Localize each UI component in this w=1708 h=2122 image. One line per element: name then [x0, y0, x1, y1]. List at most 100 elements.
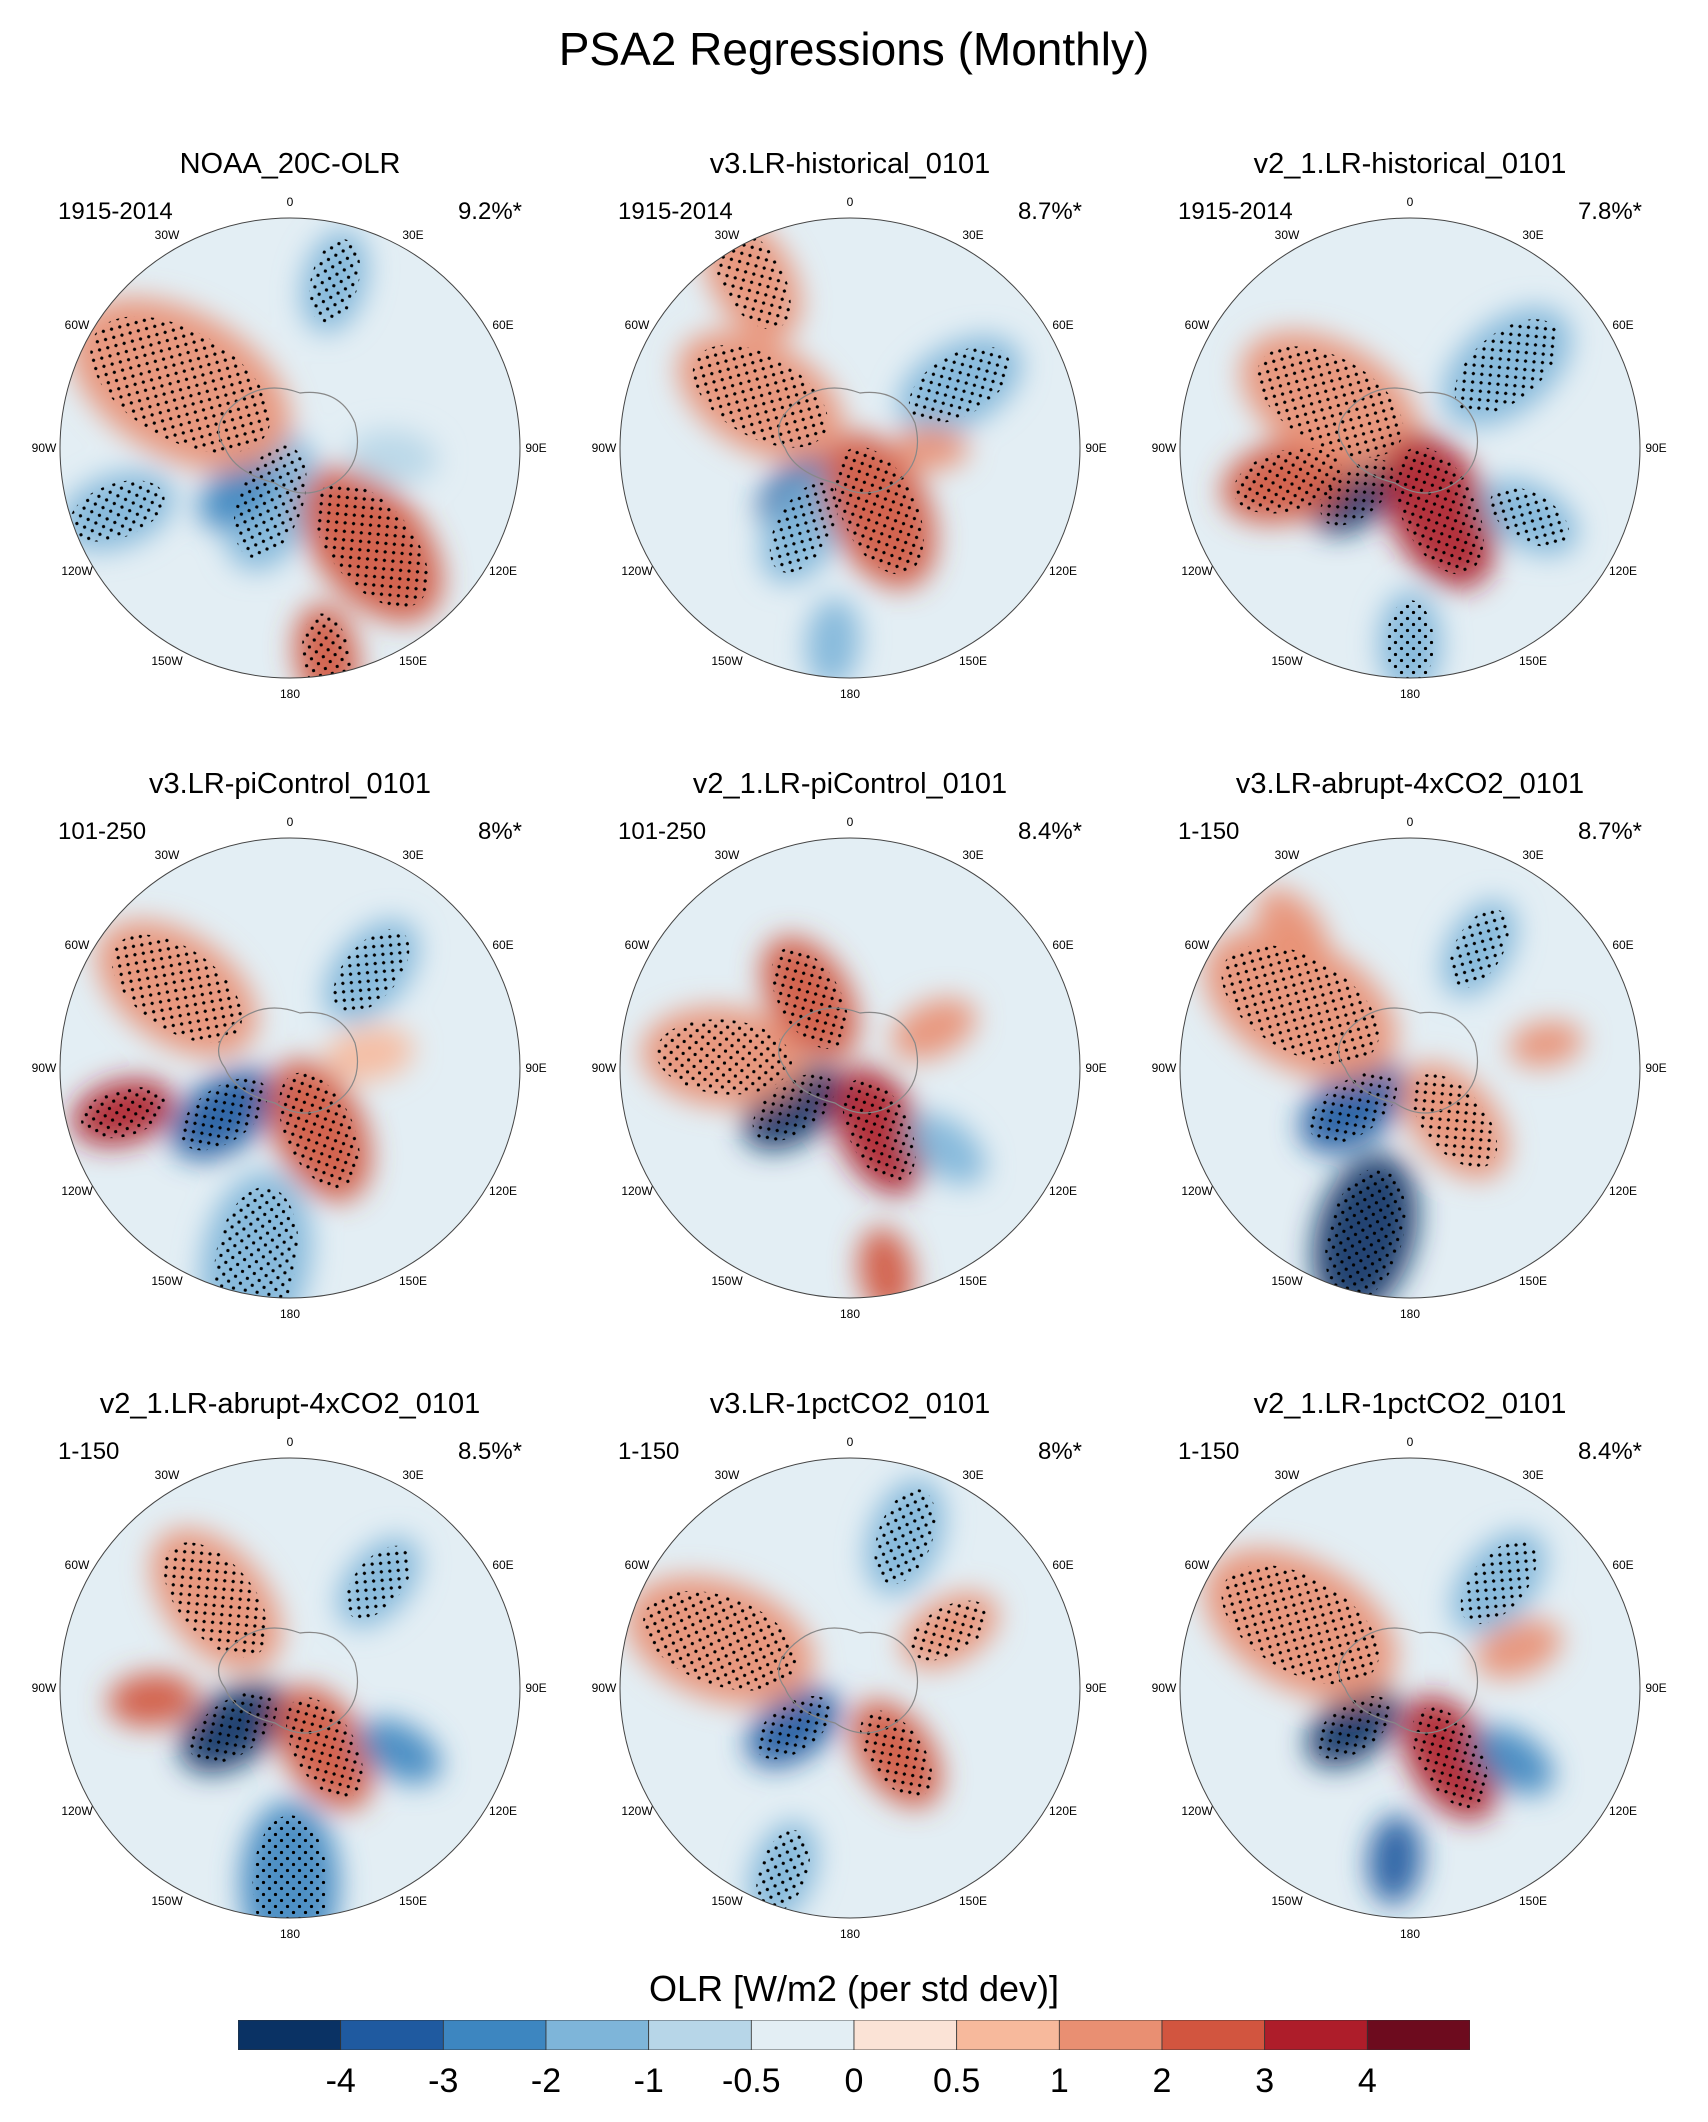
- colorbar-tick-label: 3: [1255, 2062, 1275, 2100]
- significance-stippling: [309, 239, 361, 324]
- longitude-label: 30E: [962, 1468, 983, 1482]
- longitude-label: 120E: [1049, 564, 1077, 578]
- antarctica-coastline: [218, 1007, 359, 1114]
- longitude-label: 90E: [525, 1061, 546, 1075]
- anomaly-field: [1180, 218, 1640, 678]
- anomaly-region: [1474, 1619, 1562, 1679]
- panel-variance-explained: 8%*: [1037, 1438, 1082, 1465]
- longitude-label: 30E: [1522, 1468, 1543, 1482]
- longitude-label: 90W: [592, 1681, 617, 1695]
- panel-period: 1-150: [618, 1438, 680, 1465]
- longitude-label: 120E: [489, 1804, 517, 1818]
- polar-map: 0 30E 60E 90E 120E 150E 180 150W 120W 90W 60W 30W: [1152, 1435, 1667, 1941]
- longitude-label: 0: [287, 1435, 294, 1449]
- map-boundary: [619, 837, 1081, 1299]
- longitude-label: 150W: [151, 654, 183, 668]
- longitude-label: 120W: [61, 1804, 93, 1818]
- polar-map: 0 30E 60E 90E 120E 150E 180 150W 120W 90W 60W 30W: [32, 195, 547, 701]
- longitude-label: 0: [847, 195, 854, 209]
- polar-map: 0 30E 60E 90E 120E 150E 180 150W 120W 90W 60W 30W: [592, 195, 1107, 701]
- longitude-label: 150E: [959, 1894, 987, 1908]
- antarctica-coastline: [1338, 1007, 1479, 1114]
- colorbar-tick-label: -3: [428, 2062, 459, 2100]
- longitude-label: 30E: [402, 1468, 423, 1482]
- polar-map: 0 30E 60E 90E 120E 150E 180 150W 120W 90W 60W 30W: [1152, 195, 1667, 701]
- map-boundary: [619, 1457, 1081, 1919]
- significance-stippling: [286, 1697, 363, 1799]
- antarctica-coastline: [778, 1007, 919, 1114]
- anomaly-field: [1180, 838, 1640, 1298]
- colorbar-tick-label: -2: [530, 2062, 562, 2100]
- longitude-label: 120W: [61, 564, 93, 578]
- panel-variance-explained: 8.4%*: [1577, 1438, 1642, 1465]
- longitude-label: 120W: [1181, 1184, 1213, 1198]
- colorbar-segment: [545, 2020, 650, 2050]
- anomaly-region: [324, 1026, 414, 1082]
- polar-map: 0 30E 60E 90E 120E 150E 180 150W 120W 90W 60W 30W: [32, 815, 547, 1321]
- longitude-label: 180: [1400, 1307, 1420, 1321]
- longitude-label: 120W: [621, 1184, 653, 1198]
- longitude-label: 30W: [715, 1468, 740, 1482]
- colorbar-segment: [853, 2020, 958, 2050]
- anomaly-region: [1473, 1726, 1554, 1795]
- longitude-label: 90W: [32, 441, 57, 455]
- significance-stippling: [910, 1600, 990, 1661]
- map-panel: v3.LR-abrupt-4xCO2_0101 1-150 8.7%* 0 30E 60E…: [1150, 768, 1670, 1388]
- longitude-label: 120W: [1181, 1804, 1213, 1818]
- polar-map: 0 30E 60E 90E 120E 150E 180 150W 120W 90W 60W 30W: [1152, 815, 1667, 1321]
- map-boundary: [59, 1457, 521, 1919]
- map-boundary: [1179, 837, 1641, 1299]
- longitude-label: 60E: [1612, 318, 1633, 332]
- longitude-label: 90E: [1645, 441, 1666, 455]
- map-boundary: [1179, 1457, 1641, 1919]
- panel-variance-explained: 8.7%*: [1017, 198, 1082, 225]
- longitude-label: 120E: [1609, 1804, 1637, 1818]
- map-panel: v3.LR-historical_0101 1915-2014 8.7%* 0 30E 6…: [590, 148, 1110, 768]
- colorbar-segment: [750, 2020, 855, 2050]
- panel-period: 101-250: [618, 818, 707, 845]
- significance-stippling: [1460, 1540, 1537, 1625]
- significance-stippling: [180, 1078, 268, 1151]
- antarctica-coastline: [218, 1627, 359, 1734]
- longitude-label: 120E: [1609, 564, 1637, 578]
- longitude-label: 0: [287, 815, 294, 829]
- longitude-label: 120E: [1609, 1184, 1637, 1198]
- significance-stippling: [314, 482, 429, 608]
- longitude-label: 60W: [625, 1558, 650, 1572]
- antarctica-coastline: [218, 387, 359, 494]
- panel-variance-explained: 9.2%*: [457, 198, 522, 225]
- longitude-label: 60W: [625, 938, 650, 952]
- significance-stippling: [189, 1691, 278, 1764]
- longitude-label: 90W: [592, 441, 617, 455]
- colorbar-segment: [442, 2020, 547, 2050]
- longitude-label: 30W: [155, 228, 180, 242]
- anomaly-region: [1508, 1020, 1584, 1068]
- panel-title: v3.LR-abrupt-4xCO2_0101: [1235, 768, 1585, 800]
- longitude-label: 60W: [1185, 318, 1210, 332]
- longitude-label: 150E: [1519, 1894, 1547, 1908]
- longitude-label: 150W: [711, 1894, 743, 1908]
- longitude-label: 150W: [711, 1274, 743, 1288]
- significance-stippling: [752, 1073, 835, 1142]
- map-panel: v2_1.LR-1pctCO2_0101 1-150 8.4%* 0 30E 60E 90E…: [1150, 1388, 1670, 2008]
- longitude-label: 60W: [1185, 1558, 1210, 1572]
- longitude-label: 150E: [399, 1274, 427, 1288]
- significance-stippling: [1233, 447, 1343, 514]
- significance-stippling: [769, 482, 839, 573]
- significance-stippling: [1386, 600, 1434, 678]
- longitude-label: 60W: [65, 938, 90, 952]
- map-boundary: [59, 837, 521, 1299]
- longitude-label: 150W: [151, 1274, 183, 1288]
- antarctica-coastline: [778, 1627, 919, 1734]
- panel-variance-explained: 8.5%*: [457, 1438, 522, 1465]
- longitude-label: 30W: [155, 848, 180, 862]
- longitude-label: 30E: [962, 228, 983, 242]
- longitude-label: 60E: [492, 1558, 513, 1572]
- significance-stippling: [278, 1072, 360, 1189]
- longitude-label: 0: [1407, 195, 1414, 209]
- longitude-label: 30E: [402, 228, 423, 242]
- colorbar-tick-label: 4: [1357, 2062, 1377, 2100]
- longitude-label: 180: [280, 1927, 300, 1941]
- longitude-label: 120E: [1049, 1184, 1077, 1198]
- map-boundary: [59, 217, 521, 679]
